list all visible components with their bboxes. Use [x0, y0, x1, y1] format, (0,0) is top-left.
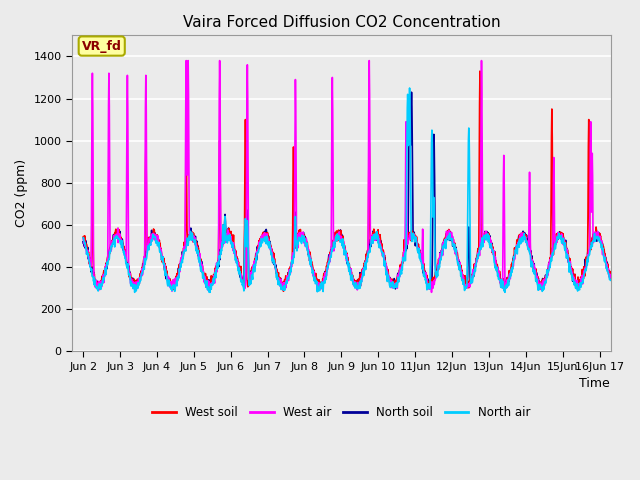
Text: VR_fd: VR_fd — [82, 39, 122, 52]
Y-axis label: CO2 (ppm): CO2 (ppm) — [15, 159, 28, 228]
Legend: West soil, West air, North soil, North air: West soil, West air, North soil, North a… — [148, 401, 535, 424]
Title: Vaira Forced Diffusion CO2 Concentration: Vaira Forced Diffusion CO2 Concentration — [182, 15, 500, 30]
X-axis label: Time: Time — [579, 377, 610, 390]
